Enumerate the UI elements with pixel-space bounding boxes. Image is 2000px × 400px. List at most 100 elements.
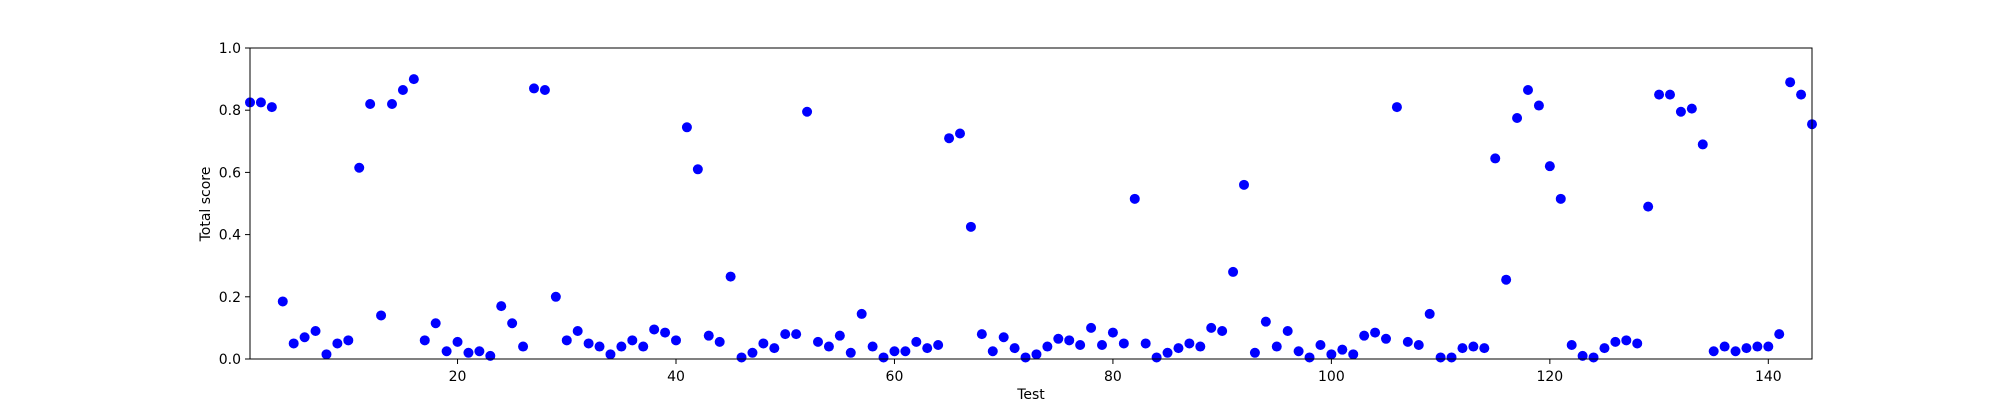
data-point — [1097, 340, 1107, 351]
data-point — [507, 318, 518, 329]
data-point — [823, 341, 834, 352]
data-point — [1195, 341, 1206, 352]
data-point — [878, 352, 889, 363]
data-point — [354, 162, 365, 173]
data-point — [529, 83, 539, 94]
data-point — [856, 308, 867, 319]
data-point — [1293, 346, 1304, 357]
data-point — [1391, 102, 1402, 113]
data-point — [1555, 193, 1566, 204]
data-point — [1490, 153, 1501, 164]
data-point — [1162, 347, 1173, 358]
y-tick-label: 0.4 — [219, 228, 241, 244]
data-point — [496, 301, 507, 312]
data-point — [1730, 346, 1741, 357]
data-point — [430, 318, 441, 329]
data-point — [1763, 341, 1774, 352]
x-tick-label: 60 — [886, 369, 904, 385]
data-point — [889, 346, 900, 357]
data-point — [769, 343, 780, 354]
data-point — [813, 336, 823, 347]
data-point — [1643, 201, 1654, 212]
data-point — [1468, 341, 1479, 352]
data-point — [867, 341, 878, 352]
data-point — [1708, 346, 1719, 357]
data-point — [419, 335, 430, 346]
data-point — [583, 338, 594, 349]
data-point — [376, 310, 387, 321]
data-point — [834, 330, 845, 341]
data-point — [736, 352, 747, 363]
data-point — [1337, 344, 1348, 355]
data-point — [1479, 343, 1490, 354]
data-point — [1566, 340, 1577, 351]
data-point — [747, 347, 758, 358]
data-point — [1413, 340, 1424, 351]
plot-frame — [249, 47, 1813, 360]
data-point — [1315, 340, 1326, 351]
data-point — [332, 338, 343, 349]
data-point — [955, 128, 965, 139]
x-tick-label: 100 — [1318, 369, 1345, 385]
data-point — [1533, 100, 1544, 111]
x-tick-label: 80 — [1104, 369, 1122, 385]
data-point — [1424, 308, 1435, 319]
data-point — [452, 336, 463, 347]
x-axis-title: Test — [1016, 387, 1045, 400]
data-point — [703, 330, 714, 341]
data-point — [1621, 335, 1632, 346]
data-point — [1577, 350, 1588, 361]
data-point — [1599, 343, 1610, 354]
data-point — [1457, 343, 1468, 354]
data-point — [998, 332, 1009, 343]
y-tick-label: 1.0 — [219, 41, 241, 57]
data-point — [387, 98, 397, 109]
data-point — [649, 324, 660, 335]
data-point — [1435, 352, 1446, 363]
data-point — [965, 221, 976, 232]
data-point — [671, 335, 681, 346]
data-point — [397, 84, 408, 95]
data-point — [1402, 336, 1413, 347]
data-point — [1610, 336, 1621, 347]
data-point — [725, 271, 736, 282]
data-point — [1741, 343, 1752, 354]
data-point — [1665, 89, 1675, 100]
data-point — [1107, 327, 1118, 338]
data-point — [1588, 352, 1599, 363]
y-tick-label: 0.0 — [219, 352, 241, 368]
y-axis-title: Total score — [198, 167, 214, 243]
data-point — [1501, 274, 1512, 285]
data-point — [299, 332, 310, 343]
data-point — [944, 133, 955, 144]
x-tick-label: 40 — [667, 369, 685, 385]
data-point — [1304, 352, 1315, 363]
data-point — [987, 346, 998, 357]
data-point — [1064, 335, 1075, 346]
data-point — [627, 335, 638, 346]
data-point — [365, 98, 376, 109]
data-point — [900, 346, 911, 357]
data-point — [911, 336, 922, 347]
data-point — [1282, 326, 1293, 337]
data-point — [1129, 193, 1140, 204]
data-point — [1249, 347, 1260, 358]
data-point — [1217, 326, 1228, 337]
data-point — [1632, 338, 1643, 349]
x-tick-label: 20 — [449, 369, 467, 385]
data-point — [1086, 322, 1097, 333]
data-point — [550, 291, 561, 302]
data-point — [561, 335, 572, 346]
data-point — [1370, 327, 1381, 338]
data-point — [780, 329, 791, 340]
data-point — [1796, 89, 1807, 100]
data-point — [463, 347, 474, 358]
data-point — [1523, 84, 1533, 95]
data-point — [288, 338, 299, 349]
y-tick-label: 0.2 — [219, 290, 241, 306]
data-point — [1654, 89, 1665, 100]
data-point — [1118, 338, 1129, 349]
ticks-layer: 20 40 60 80 100 120 140 0.0 0.2 0.4 0.6 0.8 1.0 — [219, 41, 1782, 385]
